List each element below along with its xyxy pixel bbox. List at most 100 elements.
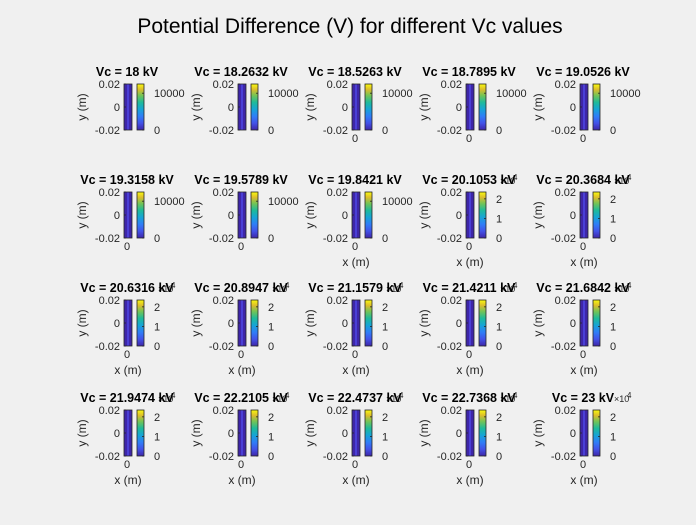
x-tick-label: 0 (466, 241, 472, 253)
colorbar-tick-label: 2 (496, 194, 502, 206)
colorbar-tick-label: 10000 (154, 196, 185, 208)
colorbar-tick-label: 10000 (610, 88, 641, 100)
colorbar-tick-label: 0 (382, 233, 388, 245)
colorbar-tick-label: 0 (154, 233, 160, 245)
y-axis-label: y (m) (417, 201, 431, 228)
colorbar-exponent: 4 (627, 281, 632, 290)
x-tick-label: 0 (124, 349, 130, 361)
colorbar-tick-label: 2 (610, 412, 616, 424)
y-axis-label: y (m) (303, 93, 317, 120)
colorbar-tick-label: 1 (154, 321, 160, 333)
x-axis-label: x (m) (114, 473, 141, 487)
x-axis-label: x (m) (114, 363, 141, 377)
colorbar-tick-label: 1 (268, 321, 274, 333)
x-axis-label: x (m) (228, 363, 255, 377)
subplot-title: Vc = 19.3158 kV (80, 173, 174, 187)
subplot-title: Vc = 23 kV (552, 391, 615, 405)
heatmap-core (469, 84, 471, 130)
y-tick-label: 0 (570, 102, 576, 114)
y-tick-label: 0 (114, 210, 120, 222)
colorbar-tick-label: 2 (154, 412, 160, 424)
colorbar (592, 83, 601, 131)
y-tick-label: 0.02 (441, 79, 462, 91)
x-tick-label: 0 (466, 349, 472, 361)
heatmap-core (469, 300, 471, 346)
y-tick-label: 0.02 (555, 79, 576, 91)
y-tick-label: 0 (228, 428, 234, 440)
colorbar-tick-label: 2 (496, 412, 502, 424)
y-tick-label: 0 (570, 210, 576, 222)
x-axis-label: x (m) (342, 255, 369, 269)
colorbar-tick-label: 2 (382, 302, 388, 314)
colorbar-tick-label: 2 (610, 194, 616, 206)
y-tick-label: 0.02 (441, 405, 462, 417)
colorbar-tick-label: 0 (496, 125, 502, 137)
colorbar-tick-label: 0 (268, 451, 274, 463)
y-tick-label: 0 (342, 428, 348, 440)
x-tick-label: 0 (124, 459, 130, 471)
subplot-8: 0.02 0 -0.02 y (m) 0 x (m) 10000 0 Vc = 19.8421 … (303, 173, 413, 269)
colorbar-tick-label: 0 (610, 125, 616, 137)
heatmap-core (355, 84, 357, 130)
x-axis-label: x (m) (570, 363, 597, 377)
y-tick-label: 0 (114, 102, 120, 114)
y-axis-label: y (m) (303, 309, 317, 336)
colorbar (250, 191, 259, 239)
colorbar (364, 299, 373, 347)
y-tick-label: -0.02 (95, 125, 120, 137)
y-tick-label: -0.02 (323, 233, 348, 245)
subplot-title: Vc = 22.7368 kV (422, 391, 516, 405)
subplot-title: Vc = 18.7895 kV (422, 65, 516, 79)
y-tick-label: 0.02 (555, 295, 576, 307)
y-tick-label: 0 (228, 210, 234, 222)
colorbar (592, 299, 601, 347)
y-tick-label: 0.02 (555, 187, 576, 199)
colorbar-exponent: 4 (513, 173, 518, 182)
y-axis-label: y (m) (189, 309, 203, 336)
colorbar-exponent: 4 (171, 281, 176, 290)
x-axis-label: x (m) (570, 255, 597, 269)
colorbar-tick-label: 0 (496, 451, 502, 463)
y-tick-label: 0.02 (441, 295, 462, 307)
colorbar-tick-label: 10000 (154, 88, 185, 100)
y-tick-label: 0.02 (327, 79, 348, 91)
heatmap-core (469, 410, 471, 456)
colorbar-multiplier: ×10 (386, 394, 401, 404)
subplot-title: Vc = 21.6842 kV (536, 281, 630, 295)
heatmap-core (583, 300, 585, 346)
subplot-title: Vc = 19.0526 kV (536, 65, 630, 79)
colorbar (478, 409, 487, 457)
y-tick-label: -0.02 (323, 341, 348, 353)
y-axis-label: y (m) (189, 201, 203, 228)
colorbar-tick-label: 1 (610, 431, 616, 443)
y-tick-label: 0.02 (213, 79, 234, 91)
x-tick-label: 0 (352, 133, 358, 145)
colorbar-multiplier: ×10 (500, 176, 515, 186)
y-tick-label: -0.02 (323, 451, 348, 463)
subplot-title: Vc = 21.9474 kV (80, 391, 174, 405)
colorbar-tick-label: 10000 (268, 88, 299, 100)
colorbar-multiplier: ×10 (272, 394, 287, 404)
y-axis-label: y (m) (531, 201, 545, 228)
y-axis-label: y (m) (75, 93, 89, 120)
y-tick-label: 0 (456, 318, 462, 330)
colorbar-multiplier: ×10 (614, 176, 629, 186)
colorbar-exponent: 4 (285, 281, 290, 290)
y-tick-label: -0.02 (209, 341, 234, 353)
heatmap-core (241, 84, 243, 130)
y-tick-label: -0.02 (209, 233, 234, 245)
y-tick-label: -0.02 (95, 341, 120, 353)
colorbar-tick-label: 10000 (382, 88, 413, 100)
colorbar-tick-label: 1 (496, 321, 502, 333)
colorbar-exponent: 4 (513, 281, 518, 290)
subplot-title: Vc = 20.3684 kV (536, 173, 630, 187)
y-tick-label: 0.02 (441, 187, 462, 199)
colorbar-tick-label: 10000 (382, 196, 413, 208)
colorbar (592, 191, 601, 239)
heatmap-core (469, 192, 471, 238)
